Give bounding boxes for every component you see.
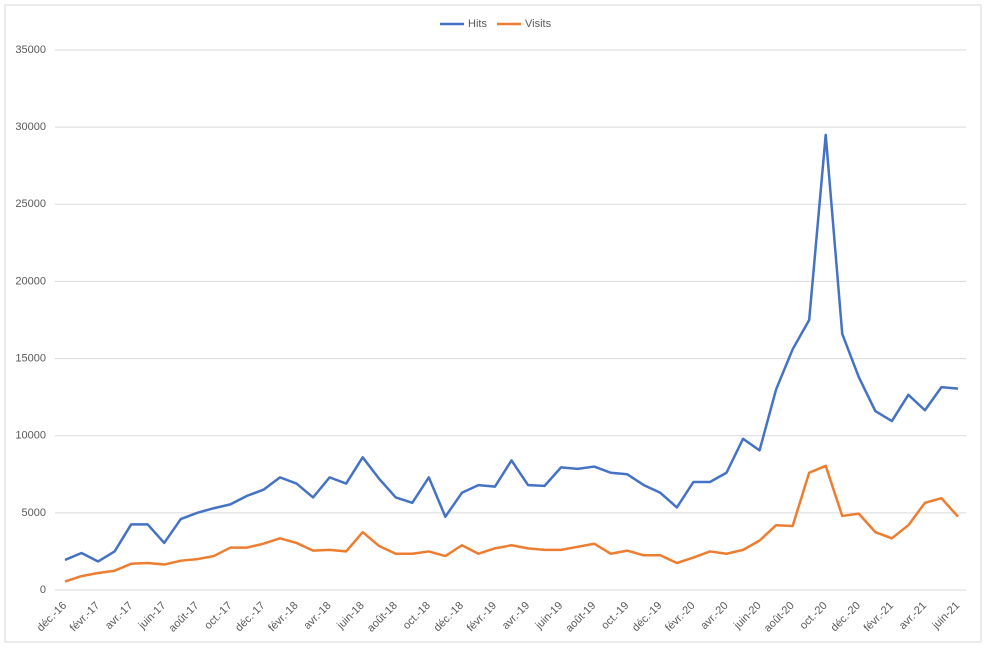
series-line: [64, 464, 959, 583]
y-tick-label: 20000: [15, 275, 46, 287]
y-tick-label: 35000: [15, 44, 46, 56]
y-tick-label: 15000: [15, 352, 46, 364]
legend-label: Hits: [468, 18, 487, 30]
y-tick-label: 0: [40, 584, 46, 596]
y-tick-label: 5000: [22, 507, 46, 519]
legend-label: Visits: [525, 18, 552, 30]
chart-frame: [4, 4, 982, 643]
y-tick-label: 25000: [15, 198, 46, 210]
series-line: [64, 133, 959, 563]
y-tick-label: 30000: [15, 121, 46, 133]
y-tick-label: 10000: [15, 430, 46, 442]
